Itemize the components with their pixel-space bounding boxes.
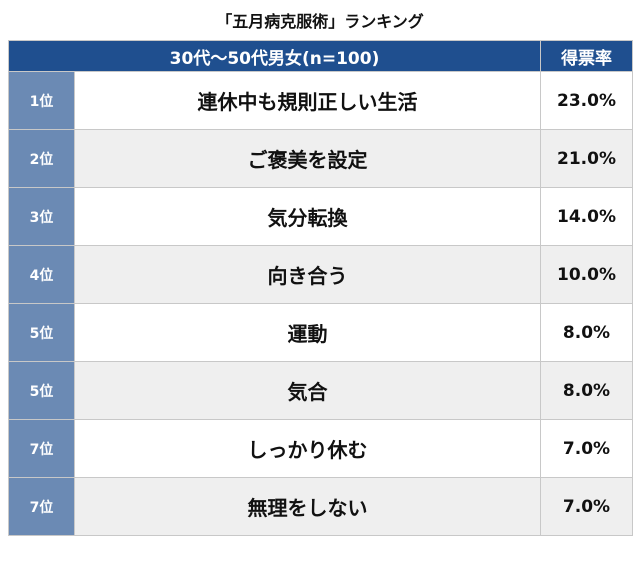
table-row: 5位 気合 8.0% [8,361,633,420]
rate-cell: 8.0% [540,361,633,420]
rate-cell: 7.0% [540,477,633,536]
rank-cell: 3位 [8,187,75,246]
group-header: 30代〜50代男女(n=100) [8,40,541,72]
rank-cell: 2位 [8,129,75,188]
rank-cell: 1位 [8,71,75,130]
table-row: 4位 向き合う 10.0% [8,245,633,304]
table-row: 7位 しっかり休む 7.0% [8,419,633,478]
item-cell: ご褒美を設定 [74,129,541,188]
rate-cell: 23.0% [540,71,633,130]
table-row: 5位 運動 8.0% [8,303,633,362]
rank-cell: 7位 [8,419,75,478]
rate-cell: 10.0% [540,245,633,304]
rate-cell: 14.0% [540,187,633,246]
table-row: 1位 連休中も規則正しい生活 23.0% [8,71,633,130]
table-row: 3位 気分転換 14.0% [8,187,633,246]
item-cell: 向き合う [74,245,541,304]
item-cell: 無理をしない [74,477,541,536]
rank-cell: 5位 [8,303,75,362]
rate-header: 得票率 [540,40,633,72]
rate-cell: 7.0% [540,419,633,478]
table-row: 2位 ご褒美を設定 21.0% [8,129,633,188]
table-header-row: 30代〜50代男女(n=100) 得票率 [8,40,633,72]
rank-cell: 4位 [8,245,75,304]
item-cell: 気分転換 [74,187,541,246]
rank-cell: 5位 [8,361,75,420]
ranking-table: 30代〜50代男女(n=100) 得票率 1位 連休中も規則正しい生活 23.0% 2… [8,40,633,536]
rank-cell: 7位 [8,477,75,536]
chart-title: 「五月病克服術」ランキング [216,12,424,31]
item-cell: 気合 [74,361,541,420]
rate-cell: 21.0% [540,129,633,188]
rate-cell: 8.0% [540,303,633,362]
table-row: 7位 無理をしない 7.0% [8,477,633,536]
item-cell: しっかり休む [74,419,541,478]
item-cell: 運動 [74,303,541,362]
item-cell: 連休中も規則正しい生活 [74,71,541,130]
